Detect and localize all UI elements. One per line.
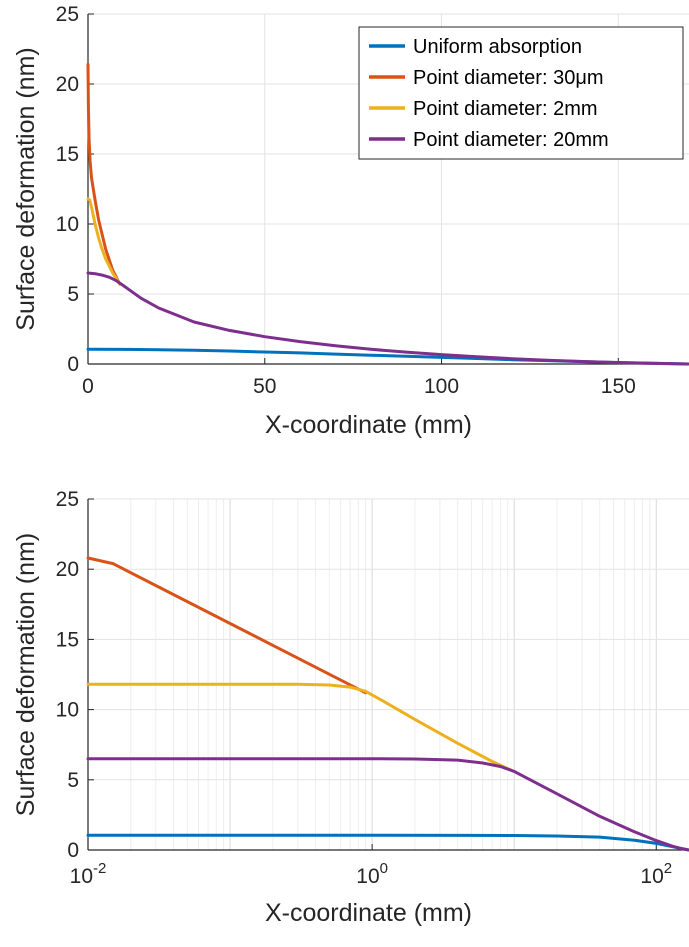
x-tick-label: 0 [82,375,94,398]
legend-box [358,26,684,160]
x-axis-label: X-coordinate (mm) [265,899,472,927]
y-tick-label: 0 [67,353,79,376]
chart-2: 0 5 10 15 20 25 10-2 100 102 X-coordinate (mm) Sur… [12,488,689,927]
y-axis-label: Surface deformation (nm) [12,533,40,816]
series-line-3 [86,197,122,286]
y-tick-label: 20 [56,558,79,581]
series-line-2 [86,556,368,695]
x-axis-label: X-coordinate (mm) [265,411,472,439]
x-tick-label: 10-2 [70,860,107,888]
chart-1: 0 5 10 15 20 25 0 50 100 150 X-coordinate (mm) Surf… [12,3,689,439]
legend: Uniform absorption Point diameter: 30μm Po… [358,26,684,160]
legend-label: Uniform absorption [413,36,582,58]
x-tick-label: 100 [424,375,459,398]
legend-label: Point diameter: 30μm [413,67,604,89]
y-tick-label: 15 [56,143,79,166]
grid [87,498,689,851]
y-tick-label: 20 [56,73,79,96]
y-tick-label: 25 [56,488,79,511]
series-line-3 [86,682,513,772]
x-tick-label: 150 [601,375,636,398]
series-line-4 [86,757,689,852]
x-tick-label: 50 [253,375,276,398]
legend-label: Point diameter: 20mm [413,129,609,151]
series-line-4 [86,271,689,366]
series-line-2 [86,62,122,286]
y-tick-label: 0 [67,839,79,862]
x-tick-label: 102 [640,860,672,888]
y-tick-label: 10 [56,213,79,236]
x-tick-label: 100 [356,860,388,888]
y-tick-label: 25 [56,3,79,26]
y-axis-label: Surface deformation (nm) [12,47,40,330]
series-line-1 [86,833,689,852]
y-tick-label: 10 [56,699,79,722]
y-tick-label: 15 [56,628,79,651]
y-tick-label: 5 [67,769,79,792]
y-tick-label: 5 [67,283,79,306]
legend-label: Point diameter: 2mm [413,98,598,120]
